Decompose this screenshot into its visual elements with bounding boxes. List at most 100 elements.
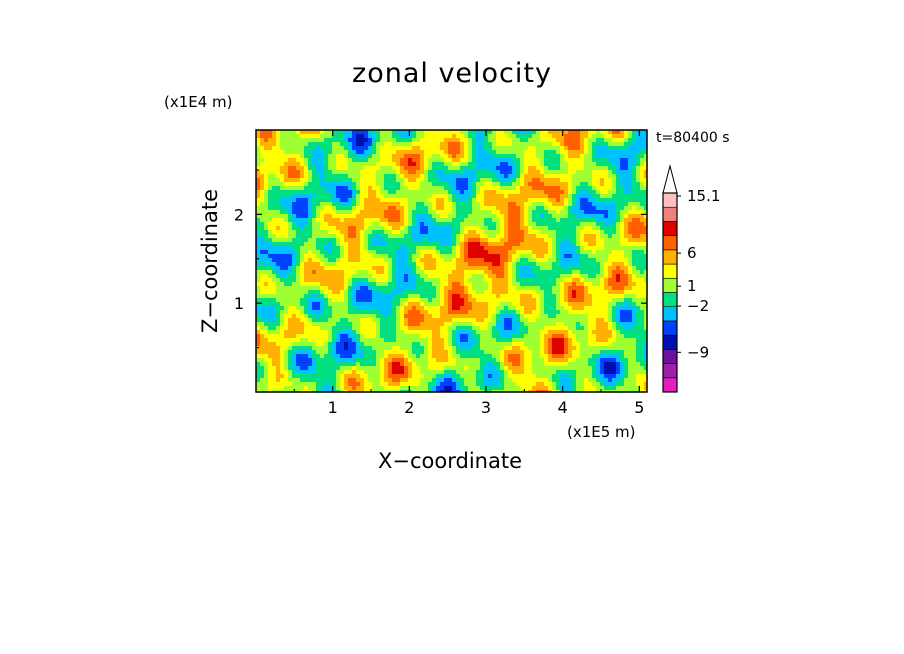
field-cell (636, 182, 641, 187)
field-cell (464, 154, 469, 159)
field-cell (300, 202, 305, 207)
field-cell (360, 254, 365, 259)
field-cell (428, 246, 433, 251)
field-cell (368, 286, 373, 291)
field-cell (276, 290, 281, 295)
field-cell (328, 294, 333, 299)
field-cell (472, 294, 477, 299)
field-cell (644, 214, 647, 219)
field-cell (548, 194, 553, 199)
field-cell (432, 226, 437, 231)
field-cell (492, 242, 497, 247)
field-cell (428, 230, 433, 235)
field-cell (644, 166, 647, 171)
field-cell (372, 290, 377, 295)
field-cell (380, 154, 385, 159)
field-cell (540, 170, 545, 175)
field-cell (588, 142, 593, 147)
field-cell (304, 190, 309, 195)
field-cell (548, 174, 553, 179)
field-cell (596, 266, 601, 271)
field-cell (520, 302, 525, 307)
field-cell (508, 302, 513, 307)
field-cell (416, 242, 421, 247)
field-cell (336, 222, 341, 227)
field-cell (452, 194, 457, 199)
field-cell (436, 198, 441, 203)
field-cell (628, 146, 633, 151)
field-cell (416, 198, 421, 203)
field-cell (300, 310, 305, 315)
field-cell (600, 202, 605, 207)
field-cell (260, 238, 265, 243)
field-cell (620, 282, 625, 287)
field-cell (308, 154, 313, 159)
field-cell (508, 150, 513, 155)
field-cell (560, 330, 565, 335)
field-cell (308, 202, 313, 207)
field-cell (616, 330, 621, 335)
field-cell (280, 226, 285, 231)
field-cell (444, 146, 449, 151)
field-cell (392, 258, 397, 263)
field-cell (460, 202, 465, 207)
field-cell (600, 242, 605, 247)
field-cell (552, 298, 557, 303)
field-cell (560, 262, 565, 267)
field-cell (408, 322, 413, 327)
field-cell (268, 318, 273, 323)
field-cell (320, 186, 325, 191)
field-cell (564, 226, 569, 231)
field-cell (464, 286, 469, 291)
field-cell (280, 202, 285, 207)
field-cell (324, 242, 329, 247)
field-cell (492, 258, 497, 263)
field-cell (544, 150, 549, 155)
field-cell (564, 238, 569, 243)
field-cell (556, 310, 561, 315)
field-cell (488, 318, 493, 323)
field-cell (356, 258, 361, 263)
field-cell (272, 286, 277, 291)
field-cell (340, 134, 345, 139)
field-cell (568, 262, 573, 267)
field-cell (432, 242, 437, 247)
field-cell (272, 242, 277, 247)
field-cell (520, 222, 525, 227)
field-cell (608, 158, 613, 163)
field-cell (320, 298, 325, 303)
field-cell (340, 290, 345, 295)
field-cell (488, 266, 493, 271)
field-cell (604, 290, 609, 295)
field-cell (584, 302, 589, 307)
field-cell (352, 274, 357, 279)
field-cell (620, 330, 625, 335)
field-cell (504, 178, 509, 183)
field-cell (400, 138, 405, 143)
field-cell (452, 190, 457, 195)
field-cell (476, 222, 481, 227)
field-cell (608, 198, 613, 203)
field-cell (268, 238, 273, 243)
field-cell (520, 142, 525, 147)
field-cell (328, 254, 333, 259)
field-cell (348, 270, 353, 275)
field-cell (552, 326, 557, 331)
field-cell (472, 226, 477, 231)
field-cell (512, 130, 517, 135)
field-cell (512, 150, 517, 155)
field-cell (292, 290, 297, 295)
field-cell (376, 238, 381, 243)
field-cell (560, 190, 565, 195)
field-cell (368, 282, 373, 287)
field-cell (304, 290, 309, 295)
field-cell (316, 282, 321, 287)
field-cell (624, 242, 629, 247)
field-cell (564, 282, 569, 287)
field-cell (408, 142, 413, 147)
field-cell (268, 174, 273, 179)
field-cell (508, 266, 513, 271)
field-cell (256, 322, 261, 327)
field-cell (276, 246, 281, 251)
field-cell (260, 270, 265, 275)
